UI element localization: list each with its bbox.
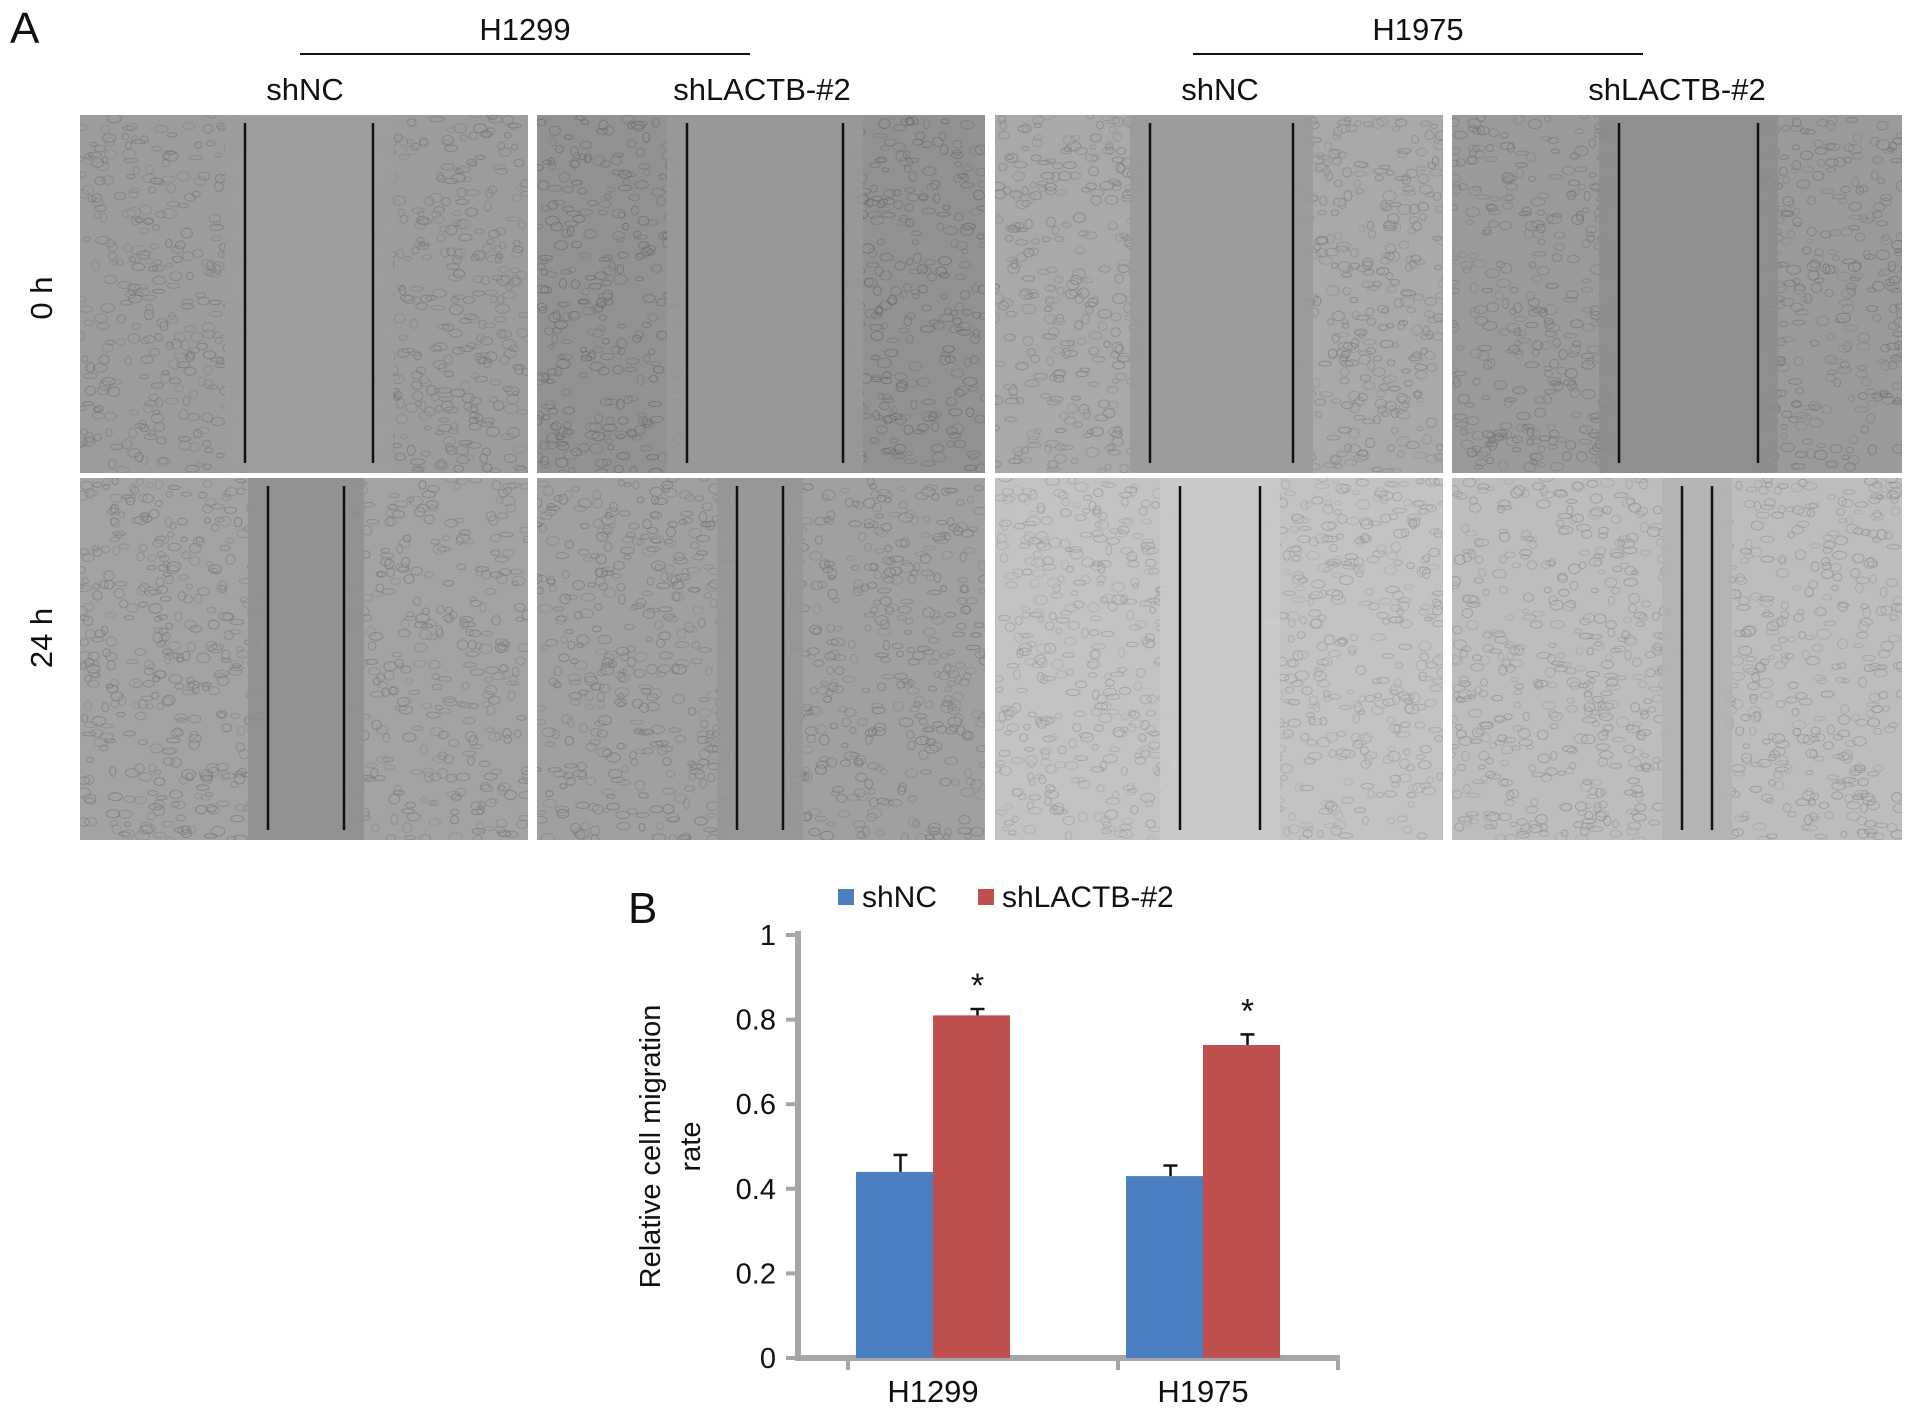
y-axis-label: rate (675, 1122, 707, 1172)
y-tick-label: 0.6 (736, 1089, 776, 1121)
y-tick-label: 0.2 (736, 1258, 776, 1290)
group-rule-h1975 (1193, 53, 1643, 55)
y-tick-label: 0.8 (736, 1005, 776, 1037)
micrograph-h1299-shnc-24h (80, 478, 528, 840)
significance-mark: * (1241, 992, 1254, 1030)
y-tick-label: 0 (760, 1343, 776, 1375)
migration-bar-chart: 0 0.2 0.4 0.6 0.8 1 Relative cell migration rat… (635, 881, 1340, 1409)
micrograph-h1975-shlactb-24h (1452, 478, 1902, 840)
bar (933, 1015, 1010, 1358)
micrograph-h1975-shnc-24h (995, 478, 1443, 840)
column-header-h1975-shnc: shNC (1181, 72, 1259, 107)
group-title-h1299: H1299 (479, 12, 571, 47)
row-header-24h: 24 h (24, 607, 59, 669)
row-header-0h: 0 h (24, 276, 59, 320)
legend-swatch (978, 889, 994, 905)
panel-a-letter: A (10, 4, 40, 53)
significance-mark: * (971, 967, 984, 1005)
micrograph-h1299-shlactb-0h (537, 115, 985, 473)
micrograph-h1975-shnc-0h (995, 115, 1443, 473)
y-tick-label: 1 (760, 920, 776, 952)
x-tick-label: H1975 (1157, 1374, 1248, 1409)
group-rule-h1299 (300, 53, 750, 55)
column-header-h1299-shnc: shNC (266, 72, 344, 107)
panel-b-letter: B (628, 884, 658, 933)
bar (856, 1171, 933, 1358)
bar (1126, 1176, 1203, 1358)
legend-label: shLACTB-#2 (1002, 881, 1174, 914)
micrograph-h1299-shlactb-24h (537, 478, 985, 840)
y-axis-label: Relative cell migration (635, 1005, 667, 1289)
x-tick-label: H1299 (887, 1374, 978, 1409)
column-header-h1299-shlactb: shLACTB-#2 (673, 72, 851, 107)
column-header-h1975-shlactb: shLACTB-#2 (1588, 72, 1766, 107)
y-tick-label: 0.4 (736, 1174, 776, 1206)
legend-swatch (838, 889, 854, 905)
group-title-h1975: H1975 (1372, 12, 1464, 47)
bar (1203, 1044, 1280, 1358)
micrograph-h1975-shlactb-0h (1452, 115, 1902, 473)
micrograph-h1299-shnc-0h (80, 115, 528, 473)
legend-label: shNC (862, 881, 937, 914)
